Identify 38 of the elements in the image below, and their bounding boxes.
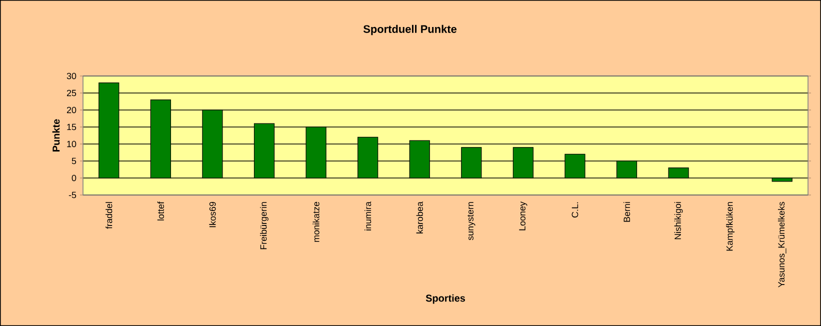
x-tick-label: inumira	[364, 202, 372, 230]
chart-title: Sportduell Punkte	[363, 24, 457, 36]
bar	[616, 160, 638, 178]
bar	[254, 123, 275, 178]
y-tick-label: 0	[72, 174, 76, 182]
bar	[668, 168, 689, 178]
bar	[358, 136, 378, 178]
y-tick-label: -5	[68, 192, 76, 198]
x-tick-label: Kampfküken	[726, 202, 735, 251]
x-tick-label: Nishikigoi	[674, 202, 683, 240]
x-tick-label: karobea	[416, 202, 423, 234]
x-tick-label: Looney	[519, 202, 528, 230]
x-tick-label: Berni	[623, 202, 630, 222]
x-tick-label: monikatze	[312, 202, 320, 242]
x-tick-label: Ikos69	[209, 202, 216, 228]
bar	[564, 154, 586, 178]
x-tick-label: Freibürgerin	[260, 202, 268, 250]
bar	[772, 178, 792, 182]
x-tick-label: sunystern	[468, 202, 476, 240]
bar	[202, 110, 223, 178]
y-tick-label: 15	[67, 124, 76, 130]
bar	[512, 147, 534, 178]
y-tick-label: 5	[72, 158, 76, 164]
x-tick-label: fraddel	[106, 202, 112, 229]
bar	[409, 140, 430, 178]
x-tick-label: Yasunos_Krümelkeks	[778, 202, 786, 288]
y-tick-label: 30	[66, 72, 76, 80]
bar	[98, 82, 120, 178]
bar	[150, 100, 171, 178]
x-tick-label: lottef	[157, 202, 164, 220]
bar	[461, 147, 482, 178]
y-tick-label: 25	[66, 90, 76, 96]
x-tick-label: C.L.	[572, 202, 578, 218]
bar	[306, 126, 326, 178]
y-axis-title: Punkte	[52, 119, 60, 152]
y-tick-label: 20	[66, 106, 76, 114]
y-tick-label: 10	[67, 140, 76, 148]
x-axis-title: Sporties	[426, 294, 466, 304]
